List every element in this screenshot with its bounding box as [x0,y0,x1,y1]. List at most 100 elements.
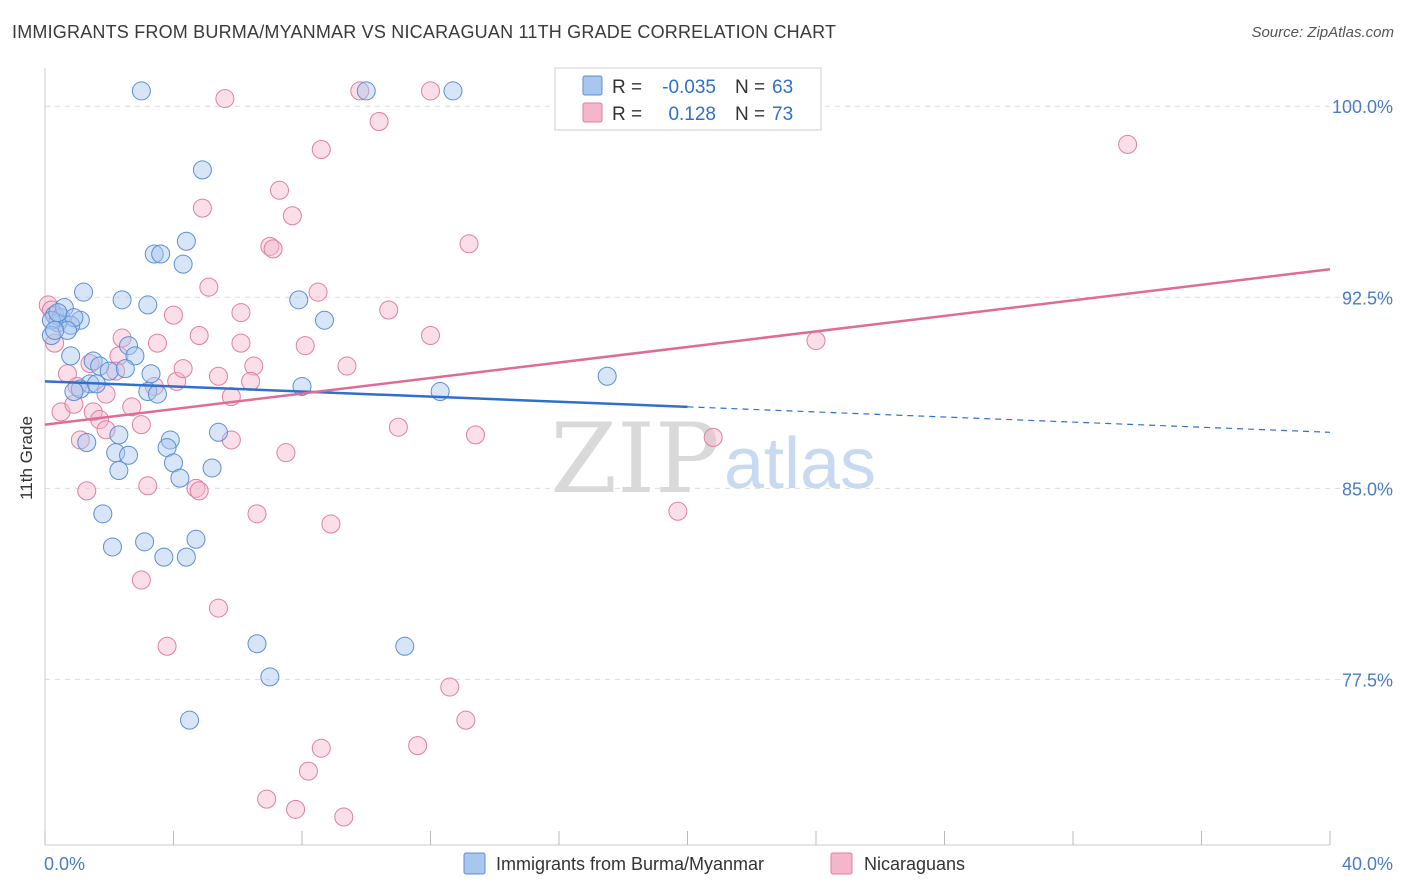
burma-trend-line [44,380,688,409]
burma-point [74,282,94,302]
nicaraguans-point [806,331,826,351]
burma-point [186,529,206,549]
nicaraguans-point [276,443,296,463]
burma-point [247,634,267,654]
burma-point [395,636,415,656]
burma-point [102,537,122,557]
stats-legend: R = -0.035 N = 63 R = 0.128 N = 73 [554,67,822,131]
burma-point [93,504,113,524]
burma-point [356,81,376,101]
nicaraguans-point [122,397,142,417]
stats-r-value-blue: -0.035 [662,77,716,98]
nicaraguans-point [109,346,129,366]
burma-point [154,547,174,567]
y-tick-label: 85.0% [1342,479,1393,499]
nicaraguans-point [231,333,251,353]
burma-point [180,710,200,730]
legend-swatch-burma [463,852,486,875]
nicaraguans-point [244,356,264,376]
series-legend: Immigrants from Burma/Myanmar Nicaraguan… [463,852,965,875]
nicaraguans-point [77,481,97,501]
nicaraguans-point [157,636,177,656]
nicaraguans-point [311,140,331,160]
legend-label-burma: Immigrants from Burma/Myanmar [496,854,764,874]
burma-point [48,303,68,323]
burma-point [112,290,132,310]
burma-point [314,310,334,330]
nicaraguans-point [199,277,219,297]
nicaraguans-point [379,300,399,320]
burma-point [151,244,171,264]
nicaraguans-point [189,325,209,345]
burma-point [99,361,119,381]
x-tick-label-max: 40.0% [1342,854,1393,874]
nicaraguans-point [459,234,479,254]
nicaraguans-point [147,333,167,353]
stats-r-label-pink: R = [612,104,642,125]
burma-point [109,425,129,445]
nicaraguans-point [456,710,476,730]
nicaraguans-point [311,738,331,758]
watermark-atlas: atlas [724,424,876,504]
legend-swatch-nicaraguans [830,852,853,875]
nicaraguans-point [1118,134,1138,154]
burma-point [83,351,103,371]
nicaraguans-point [164,305,183,325]
burma-point [202,458,222,478]
burma-point [443,81,463,101]
burma-point [45,320,65,340]
burma-point [119,445,139,465]
nicaraguans-point [298,761,318,781]
grid-lines [45,105,1390,680]
nicaraguans-point [83,402,103,422]
x-tick-labels: 0.0% 40.0% [44,854,1393,874]
burma-point [260,667,280,687]
nicaraguans-point [321,514,341,534]
y-tick-label: 92.5% [1342,288,1393,308]
nicaraguans-point [388,417,408,437]
burma-point [41,325,61,345]
burma-point [138,295,158,315]
nicaraguans-point [703,427,723,447]
burma-point [77,432,97,452]
burma-point [41,310,61,330]
stats-legend-pink-swatch [582,102,603,123]
chart-title: IMMIGRANTS FROM BURMA/MYANMAR VS NICARAG… [12,22,837,42]
nicaraguans-point [96,420,116,440]
nicaraguans-point [263,239,283,259]
x-tick-label-min: 0.0% [44,854,85,874]
nicaraguans-point [440,677,460,697]
stats-n-label-pink: N = [735,104,765,125]
nicaraguans-point [465,425,485,445]
watermark-zip: ZIP [550,403,719,515]
burma-point [131,81,151,101]
nicaraguans-point [189,481,209,501]
nicaraguans-point [270,180,290,200]
axes [44,68,1331,846]
nicaraguans-point [282,206,302,226]
nicaraguans-point [308,282,328,302]
burma-point [173,254,193,274]
nicaraguans-point [421,325,440,345]
nicaraguans-point [215,89,235,109]
nicaraguans-point [192,198,212,218]
nicaraguans-point [247,504,267,524]
nicaraguans-point [138,476,158,496]
burma-point [61,346,81,366]
burma-point [141,364,161,384]
nicaraguans-point [241,371,261,391]
stats-r-value-pink: 0.128 [668,104,716,125]
burma-point [147,384,167,404]
stats-legend-blue-swatch [582,75,603,96]
nicaraguans-point [295,336,315,356]
burma-trend-line-extension [687,406,1331,433]
burma-point [64,382,84,402]
nicaraguans-point [350,81,370,101]
stats-n-value-pink: 73 [772,104,793,125]
stats-n-label-blue: N = [735,77,765,98]
burma-point [125,346,145,366]
burma-point [119,336,139,356]
stats-n-value-blue: 63 [772,77,793,98]
nicaraguans-point [131,570,151,590]
